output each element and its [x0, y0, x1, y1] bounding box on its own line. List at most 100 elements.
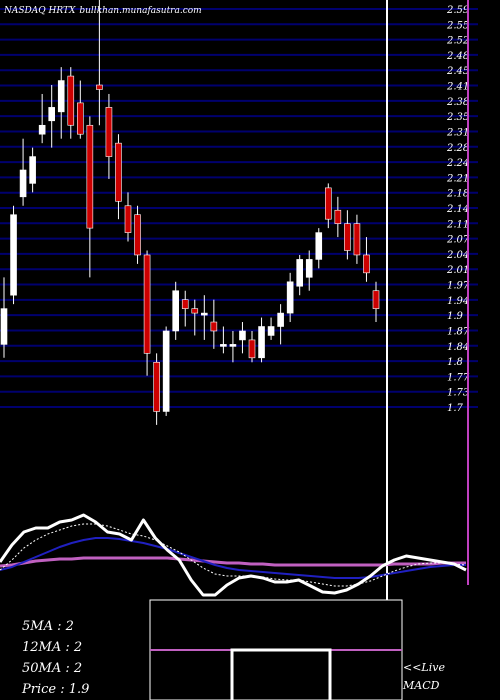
candle — [286, 272, 294, 323]
candle — [296, 254, 303, 296]
legend-price: Price : 1.9 — [21, 682, 89, 697]
macd-panel — [0, 513, 467, 597]
candle — [29, 147, 36, 193]
candle-body — [38, 124, 46, 135]
y-tick-label: 2.11 — [446, 219, 469, 230]
candle — [248, 330, 256, 363]
candle — [344, 210, 351, 260]
y-tick-label: 1.8 — [447, 357, 463, 368]
candle — [153, 353, 160, 425]
y-tick-label: 2.35 — [446, 112, 469, 123]
y-tick-label: 1.73 — [447, 388, 469, 399]
candle-body — [277, 312, 284, 327]
candle-body — [124, 205, 132, 233]
candle — [162, 326, 170, 416]
candle-body — [48, 107, 55, 122]
candle-body — [258, 326, 265, 359]
candle-body — [248, 339, 256, 359]
y-tick-label: 2.48 — [446, 51, 469, 62]
y-tick-label: 2.24 — [446, 158, 469, 169]
candle — [315, 228, 323, 269]
candle-body — [77, 102, 84, 135]
candle-body — [229, 344, 237, 347]
candle — [115, 134, 122, 220]
price-y-axis: 2.59 2.55 2.52 2.48 2.45 2.41 2.38 2.35 2.31 2.28… — [446, 5, 470, 414]
legend-5ma: 5MA : 2 — [22, 619, 74, 634]
chart-title: NASDAQ HRTX bullkhan.munafasutra.com — [3, 6, 202, 16]
candle-body — [86, 124, 94, 229]
candle — [10, 205, 17, 305]
macd-price-line — [0, 513, 467, 597]
candle-body — [344, 223, 351, 251]
candle-body — [363, 254, 370, 274]
y-tick-label: 1.7 — [447, 403, 464, 414]
candle-body — [29, 156, 36, 184]
candle-body — [105, 107, 113, 157]
candle — [229, 330, 237, 363]
candle-body — [115, 142, 122, 202]
candle — [124, 192, 132, 242]
candle — [267, 317, 275, 340]
y-tick-label: 1.97 — [447, 281, 470, 292]
candle — [372, 281, 380, 323]
candle — [239, 322, 246, 354]
y-tick-label: 2.21 — [446, 173, 469, 184]
candle — [210, 299, 218, 349]
candle — [172, 281, 179, 340]
y-tick-label: 1.84 — [447, 342, 469, 353]
candle-body — [267, 326, 275, 336]
y-tick-label: 2.45 — [446, 66, 469, 77]
candle — [86, 116, 94, 278]
y-tick-label: 2.31 — [446, 127, 469, 138]
y-tick-label: 2.55 — [446, 20, 469, 31]
y-tick-label: 2.59 — [446, 5, 470, 16]
candle-body — [153, 361, 160, 412]
candle-body — [181, 299, 189, 309]
y-tick-label: 2.04 — [446, 250, 469, 261]
candle — [57, 67, 65, 139]
candle-body — [353, 223, 361, 256]
candle — [201, 295, 208, 340]
candle — [220, 326, 227, 354]
y-tick-label: 1.77 — [447, 372, 470, 383]
candle — [77, 80, 84, 139]
candle-body — [57, 80, 65, 113]
y-tick-label: 1.94 — [447, 296, 469, 307]
candle — [67, 67, 75, 139]
candle-body — [296, 259, 303, 287]
candle — [181, 290, 189, 327]
candle-body — [162, 330, 170, 412]
candle — [305, 250, 313, 291]
candle-body — [210, 321, 218, 332]
candle — [19, 138, 27, 206]
candle — [191, 299, 199, 336]
y-tick-label: 2.38 — [446, 97, 469, 108]
candle — [105, 93, 113, 179]
macd-smooth-line — [0, 523, 467, 587]
candle-body — [305, 259, 313, 278]
candle-body — [0, 308, 8, 345]
y-tick-label: 2.14 — [446, 204, 469, 215]
candle — [325, 183, 332, 229]
y-tick-label: 2.01 — [446, 265, 469, 276]
candle-body — [172, 290, 179, 332]
y-tick-label: 2.41 — [446, 82, 469, 93]
live-sublabel: MACD — [402, 679, 440, 692]
candle-body — [239, 330, 246, 341]
candle-body — [134, 214, 141, 256]
candle-body — [334, 209, 342, 224]
candle-body — [372, 290, 380, 309]
candle — [363, 237, 370, 282]
candle-body — [286, 281, 294, 314]
candle — [334, 196, 342, 238]
candle-body — [19, 169, 27, 198]
candle-body — [10, 214, 17, 296]
candle-body — [201, 312, 208, 316]
legend-12ma: 12MA : 2 — [22, 640, 82, 655]
candle — [0, 277, 8, 358]
y-tick-label: 2.28 — [446, 143, 469, 154]
candle — [96, 0, 103, 126]
candle — [134, 205, 141, 264]
candle-body — [96, 84, 103, 90]
candle-body — [220, 344, 227, 347]
